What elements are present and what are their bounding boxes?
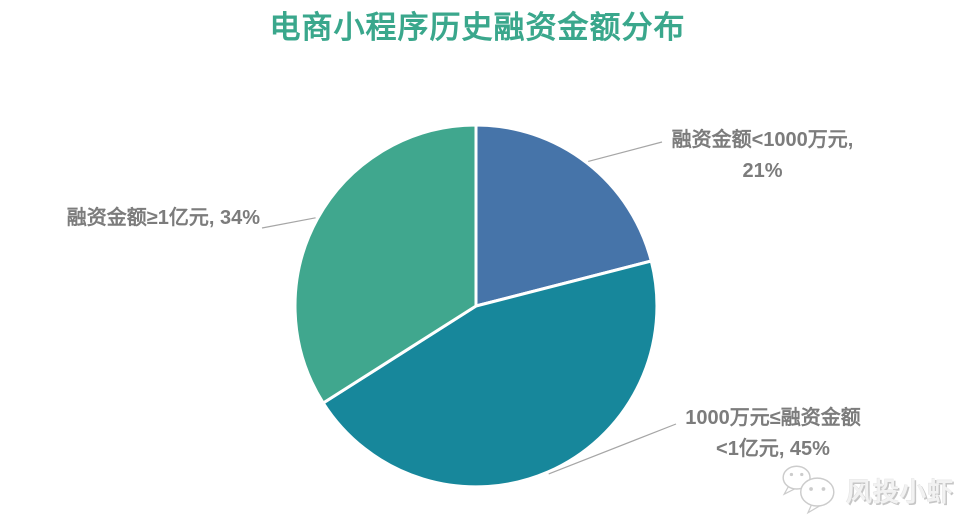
wechat-eye xyxy=(789,472,794,477)
watermark: 风投小虾 xyxy=(778,464,954,516)
chart-title: 电商小程序历史融资金额分布 xyxy=(269,10,686,45)
data-label-slice-1000w-to-1yi: 1000万元≤融资金额 <1亿元, 45% xyxy=(656,403,890,465)
watermark-label: 风投小虾 xyxy=(846,476,955,507)
leader-line-0 xyxy=(588,141,663,162)
wechat-eye xyxy=(800,472,804,477)
wechat-eye xyxy=(809,487,813,491)
data-label-line: 1000万元≤融资金额 xyxy=(685,407,861,429)
data-label-line: 21% xyxy=(742,160,783,182)
wechat-eye xyxy=(821,487,826,491)
data-label-line: 融资金额≥1亿元, 34% xyxy=(66,207,260,229)
data-label-line: <1亿元, 45% xyxy=(716,438,830,460)
data-label-line: 融资金额<1000万元, xyxy=(671,129,854,151)
pie-slice-1 xyxy=(321,259,659,489)
data-label-slice-lt-1000w: 融资金额<1000万元, 21% xyxy=(650,125,875,187)
wechat-big-bubble xyxy=(800,477,835,507)
wechat-small-bubble xyxy=(782,465,811,490)
pie-slice-0 xyxy=(474,123,653,308)
leader-line-1 xyxy=(548,423,677,475)
wechat-icon xyxy=(782,465,835,515)
data-label-slice-ge-1yi: 融资金额≥1亿元, 34% xyxy=(56,203,260,234)
leader-line-2 xyxy=(261,217,316,229)
pie-slice-2 xyxy=(293,123,478,405)
